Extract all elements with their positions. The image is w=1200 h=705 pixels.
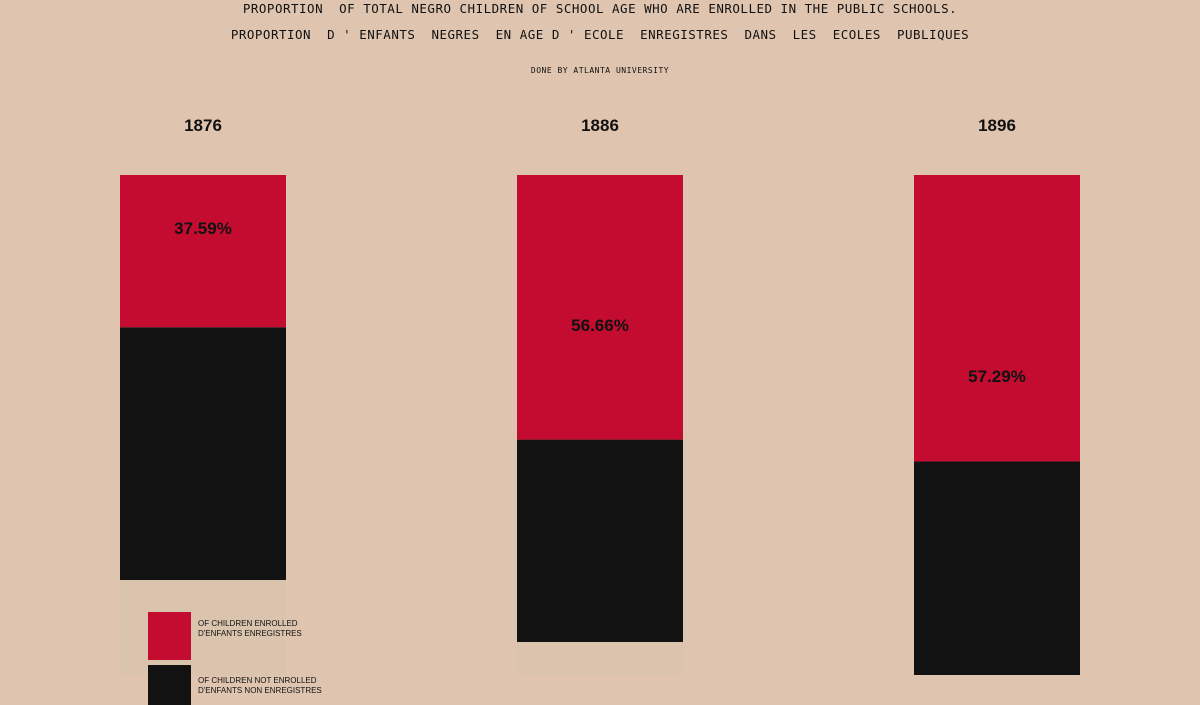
legend-label-not-enrolled-en: OF CHILDREN NOT ENROLLED: [198, 676, 317, 685]
chart-title-fr: PROPORTION D ' ENFANTS NEGRES EN AGE D '…: [230, 27, 970, 42]
bar-not-enrolled-1876: [120, 327, 286, 580]
chart-title-en: PROPORTION OF TOTAL NEGRO CHILDREN OF SC…: [242, 1, 958, 16]
legend-label-enrolled-fr: D'ENFANTS ENREGISTRES: [198, 629, 302, 638]
bar-enrolled-1886: [517, 175, 683, 440]
data-label-1876: 37.59%: [174, 219, 232, 238]
legend-swatch-not-enrolled: [148, 665, 191, 705]
legend-label-not-enrolled-fr: D'ENFANTS NON ENREGISTRES: [198, 686, 322, 695]
data-label-1886: 56.66%: [571, 316, 629, 335]
legend-label-enrolled: OF CHILDREN ENROLLED D'ENFANTS ENREGISTR…: [198, 619, 302, 639]
bar-enrolled-1896: [914, 175, 1080, 462]
data-label-1896: 57.29%: [968, 367, 1026, 386]
bar-not-enrolled-1886: [517, 439, 683, 642]
legend-label-enrolled-en: OF CHILDREN ENROLLED: [198, 619, 298, 628]
year-label-1896: 1896: [978, 116, 1016, 135]
year-label-1876: 1876: [184, 116, 222, 135]
legend-label-not-enrolled: OF CHILDREN NOT ENROLLED D'ENFANTS NON E…: [198, 676, 322, 696]
bar-enrolled-1876: [120, 175, 286, 328]
bar-not-enrolled-1896: [914, 461, 1080, 675]
chart-credit: DONE BY ATLANTA UNIVERSITY: [530, 66, 670, 75]
legend-swatch-enrolled: [148, 612, 191, 660]
year-label-1886: 1886: [581, 116, 619, 135]
